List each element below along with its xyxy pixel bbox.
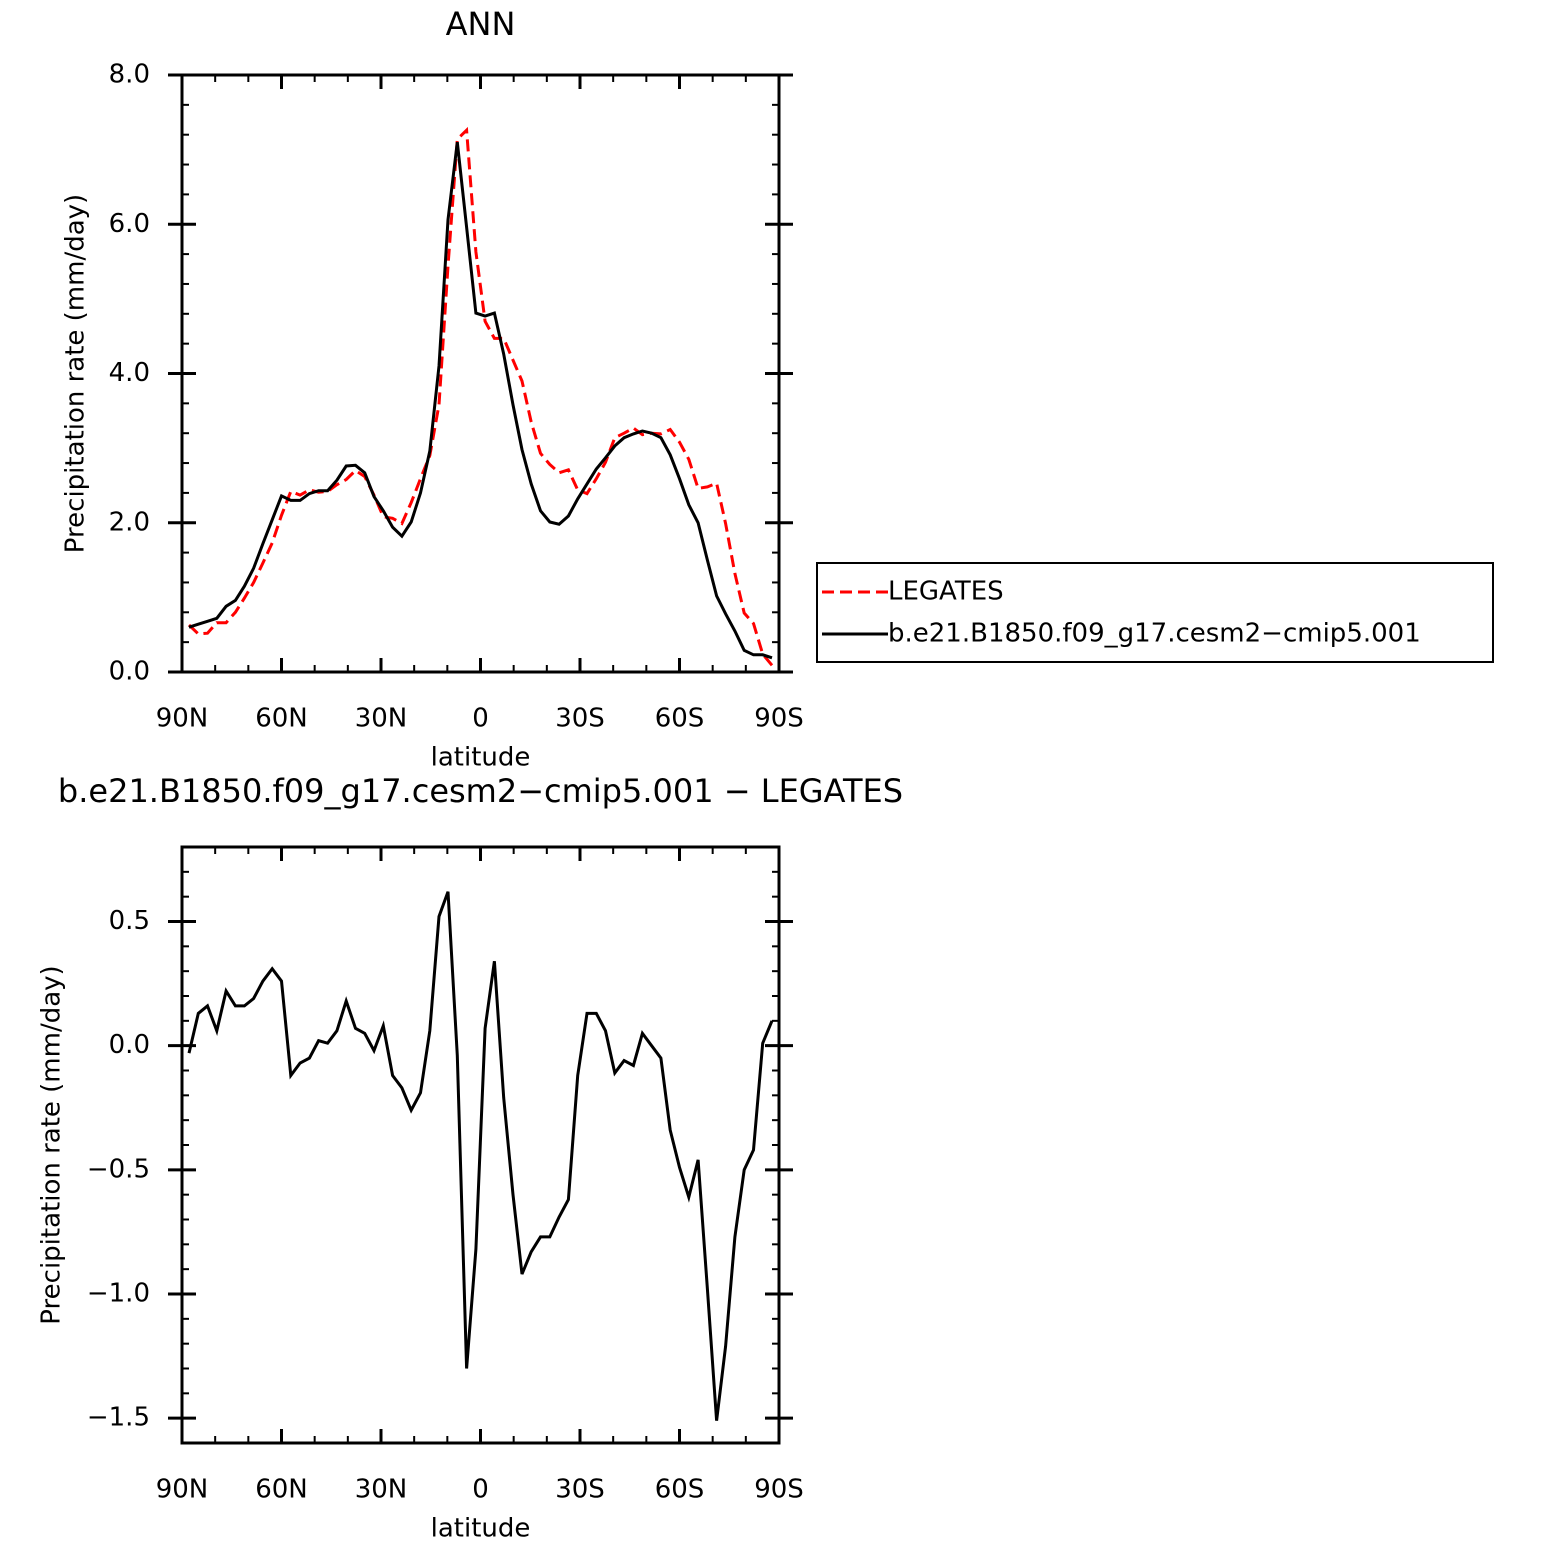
legend-box [816,562,1494,663]
chart-title: ANN [446,5,516,43]
x-tick-label: 30S [555,704,605,734]
y-tick-label: −0.5 [87,1154,150,1184]
y-tick-label: 6.0 [109,209,150,239]
x-tick-label: 30S [555,1475,605,1505]
x-tick-label: 30N [355,1475,408,1505]
x-tick-label: 90S [754,1475,804,1505]
x-axis-label: latitude [431,1514,531,1544]
x-axis-label: latitude [431,743,531,773]
x-tick-label: 90S [754,704,804,734]
y-tick-label: −1.5 [87,1403,150,1433]
x-tick-label: 60N [255,1475,308,1505]
chart-title: b.e21.B1850.f09_g17.cesm2−cmip5.001 − LE… [58,772,903,810]
y-tick-label: 2.0 [109,507,150,537]
y-tick-label: 0.0 [109,657,150,687]
plot-frame [180,73,781,674]
y-axis-label: Precipitation rate (mm/day) [61,194,91,553]
x-tick-label: 60S [655,704,705,734]
x-tick-label: 90N [156,1475,209,1505]
legend-label: LEGATES [888,577,1004,607]
y-tick-label: 8.0 [109,60,150,90]
x-tick-label: 60N [255,704,308,734]
data-line [187,126,774,667]
x-tick-label: 60S [655,1475,705,1505]
y-tick-label: 0.5 [109,906,150,936]
data-line [188,142,773,660]
x-tick-label: 0 [472,704,489,734]
y-tick-label: 4.0 [109,358,150,388]
x-tick-label: 30N [355,704,408,734]
data-line [187,891,774,1421]
x-tick-label: 0 [472,1475,489,1505]
y-axis-label: Precipitation rate (mm/day) [37,965,67,1324]
y-tick-label: 0.0 [109,1030,150,1060]
legend-label: b.e21.B1850.f09_g17.cesm2−cmip5.001 [888,619,1421,649]
x-tick-label: 90N [156,704,209,734]
y-tick-label: −1.0 [87,1279,150,1309]
